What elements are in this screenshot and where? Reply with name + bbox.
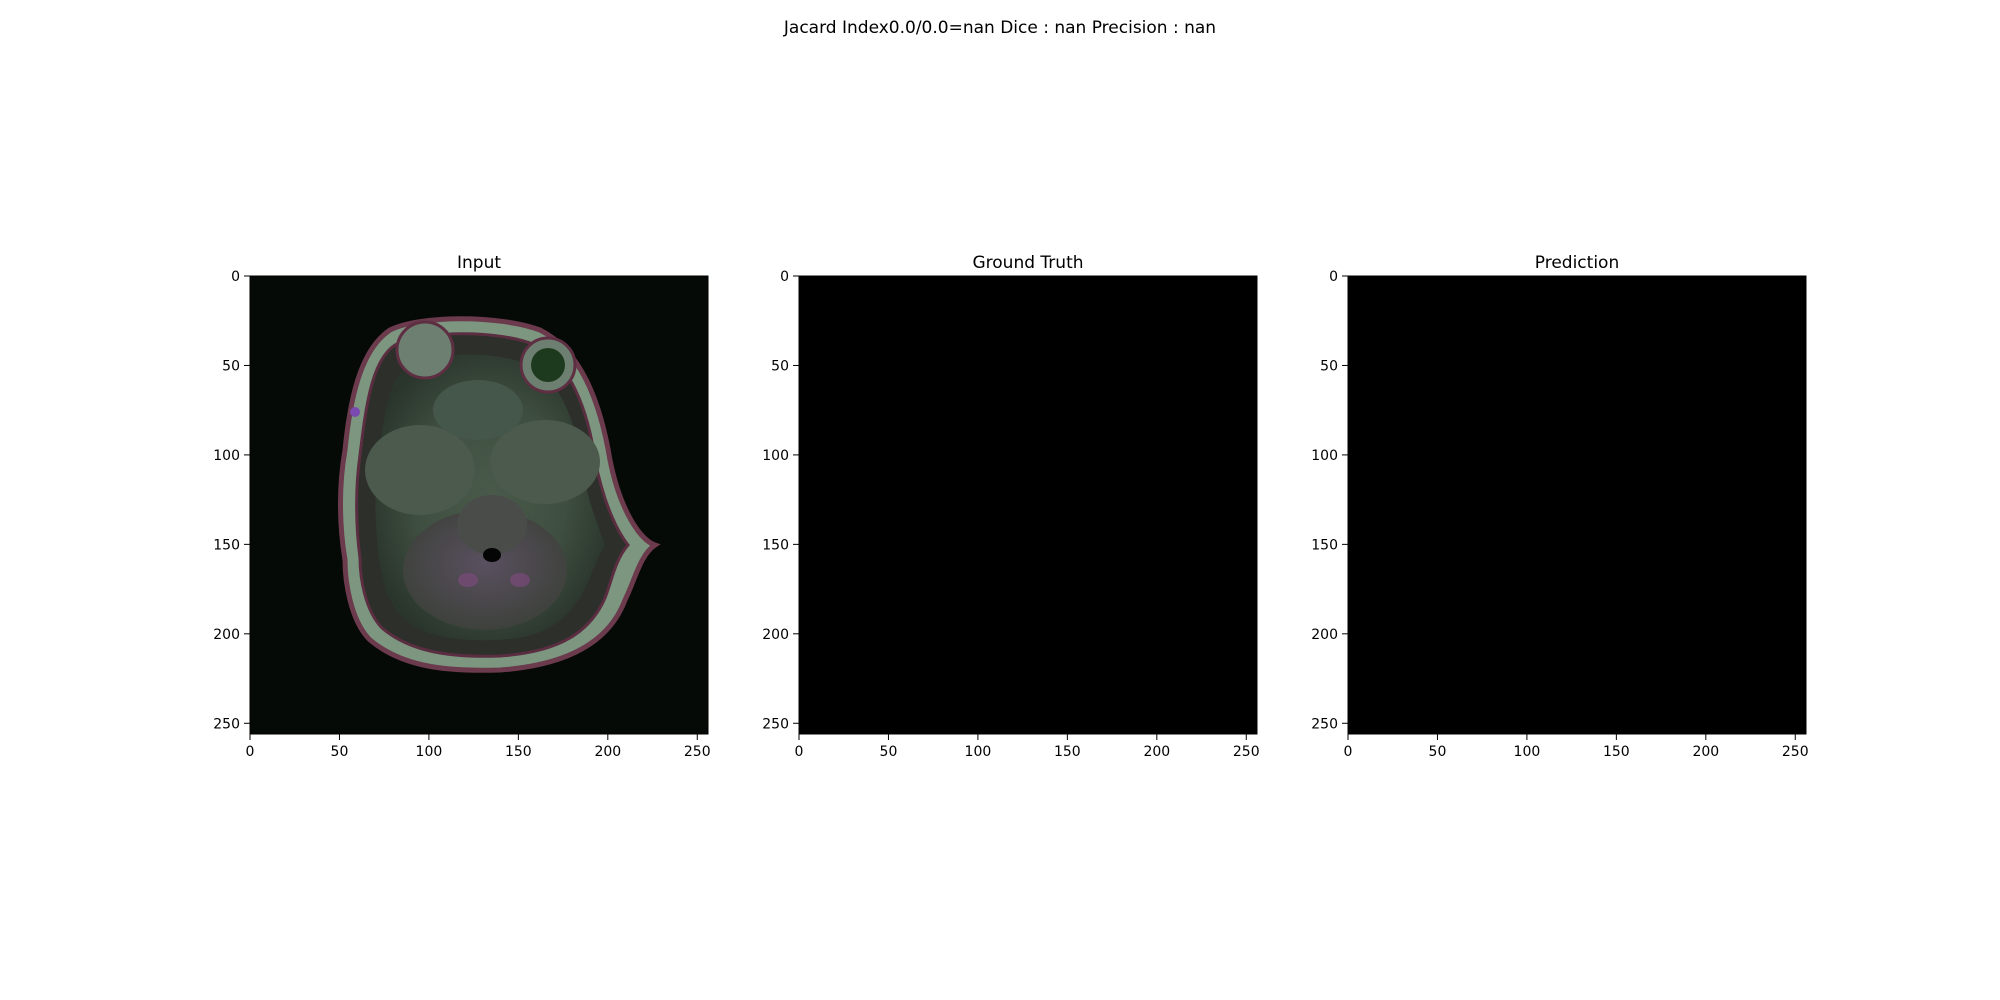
y-tick-label: 0 xyxy=(1329,269,1338,285)
x-axis-ticks: 0 50 100 150 200 250 xyxy=(1344,734,1809,760)
x-tick-label: 200 xyxy=(1143,744,1170,760)
x-tick-label: 50 xyxy=(1429,744,1447,760)
x-tick-label: 250 xyxy=(684,744,711,760)
ground-truth-mask xyxy=(798,275,1258,735)
mri-brain-image xyxy=(337,316,661,673)
x-tick-label: 0 xyxy=(795,744,804,760)
y-tick-label: 50 xyxy=(1320,358,1338,374)
x-tick-label: 100 xyxy=(416,744,443,760)
x-axis-ticks: 0 50 100 150 200 250 xyxy=(246,734,711,760)
panel-title: Input xyxy=(457,253,501,273)
y-tick-label: 50 xyxy=(771,358,789,374)
panel-prediction: Prediction 0 50 100 150 200 250 0 50 100 150 200 2… xyxy=(1311,253,1808,760)
y-tick-label: 150 xyxy=(762,537,789,553)
x-tick-label: 150 xyxy=(1603,744,1630,760)
x-tick-label: 200 xyxy=(594,744,621,760)
panel-title: Prediction xyxy=(1535,253,1619,273)
y-tick-label: 250 xyxy=(213,716,240,732)
y-tick-label: 250 xyxy=(1311,716,1338,732)
y-tick-label: 250 xyxy=(762,716,789,732)
y-axis-ticks: 0 50 100 150 200 250 xyxy=(1311,269,1348,732)
x-tick-label: 250 xyxy=(1782,744,1809,760)
x-tick-label: 150 xyxy=(1054,744,1081,760)
x-tick-label: 0 xyxy=(246,744,255,760)
y-tick-label: 100 xyxy=(1311,448,1338,464)
y-axis-ticks: 0 50 100 150 200 250 xyxy=(762,269,799,732)
y-tick-label: 0 xyxy=(231,269,240,285)
x-tick-label: 100 xyxy=(965,744,992,760)
y-tick-label: 100 xyxy=(213,448,240,464)
x-tick-label: 50 xyxy=(880,744,898,760)
figure-suptitle: Jacard Index0.0/0.0=nan Dice : nan Preci… xyxy=(783,18,1216,38)
y-tick-label: 0 xyxy=(780,269,789,285)
y-tick-label: 200 xyxy=(1311,627,1338,643)
y-tick-label: 50 xyxy=(222,358,240,374)
x-tick-label: 50 xyxy=(331,744,349,760)
panel-input: Input xyxy=(213,253,710,760)
x-axis-ticks: 0 50 100 150 200 250 xyxy=(795,734,1260,760)
panel-ground-truth: Ground Truth 0 50 100 150 200 250 0 50 100 150 20… xyxy=(762,253,1259,760)
x-tick-label: 150 xyxy=(505,744,532,760)
y-tick-label: 200 xyxy=(213,627,240,643)
y-tick-label: 100 xyxy=(762,448,789,464)
y-axis-ticks: 0 50 100 150 200 250 xyxy=(213,269,250,732)
y-tick-label: 150 xyxy=(1311,537,1338,553)
y-tick-label: 150 xyxy=(213,537,240,553)
x-tick-label: 250 xyxy=(1233,744,1260,760)
prediction-mask xyxy=(1347,275,1807,735)
x-tick-label: 200 xyxy=(1692,744,1719,760)
panel-title: Ground Truth xyxy=(972,253,1083,273)
x-tick-label: 0 xyxy=(1344,744,1353,760)
y-tick-label: 200 xyxy=(762,627,789,643)
x-tick-label: 100 xyxy=(1514,744,1541,760)
